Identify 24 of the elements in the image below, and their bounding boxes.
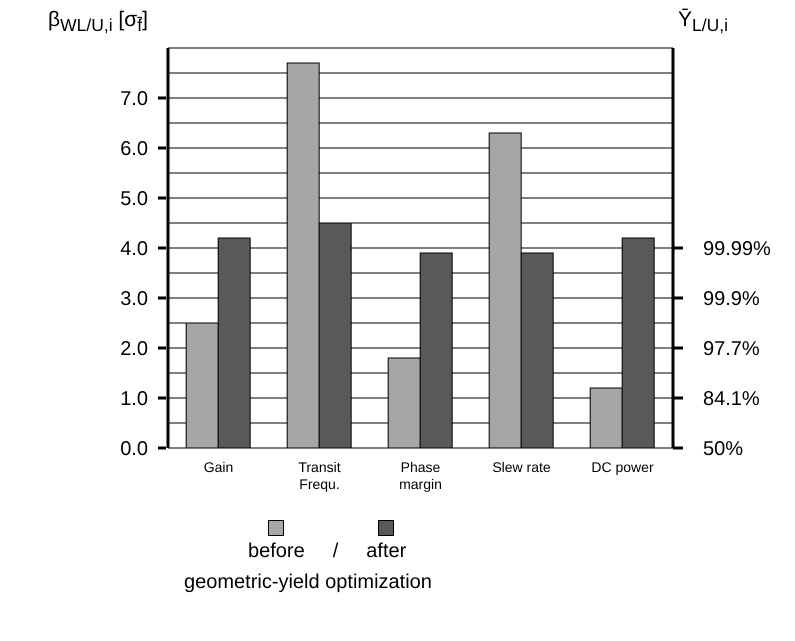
text: 84.1% xyxy=(703,388,760,410)
x-tick-label: Phase margin xyxy=(399,459,442,492)
text: 99.99% xyxy=(703,238,772,260)
y-tick-label: 6.0 xyxy=(120,138,148,160)
text: 50% xyxy=(703,438,744,460)
y-tick-label: 7.0 xyxy=(120,88,148,110)
y-tick-label: 1.0 xyxy=(120,388,148,410)
text: / xyxy=(332,540,338,563)
y-axis-title: β$_{WL/U,i}$ [σ$_{f̄}$] xyxy=(48,8,148,36)
legend-title: geometric-yield optimization xyxy=(184,571,433,594)
x-tick-label: DC power xyxy=(591,459,654,475)
text: 99.9% xyxy=(703,288,760,310)
y-tick-label: 5.0 xyxy=(120,188,148,210)
legend-label: after xyxy=(366,540,406,563)
legend-label: before xyxy=(248,540,305,563)
x-tick-label: Gain xyxy=(204,459,234,475)
x-tick-label: Slew rate xyxy=(492,459,551,475)
y-tick-label: 4.0 xyxy=(120,238,148,260)
text: 97.7% xyxy=(703,338,760,360)
y2-axis-title: Ȳ$_{L/U,i}$ xyxy=(678,8,728,36)
x-tick-label: Transit Frequ. xyxy=(298,459,341,492)
y-tick-label: 0.0 xyxy=(120,438,148,460)
y-tick-label: 2.0 xyxy=(120,338,148,360)
y-tick-label: 3.0 xyxy=(120,288,148,310)
